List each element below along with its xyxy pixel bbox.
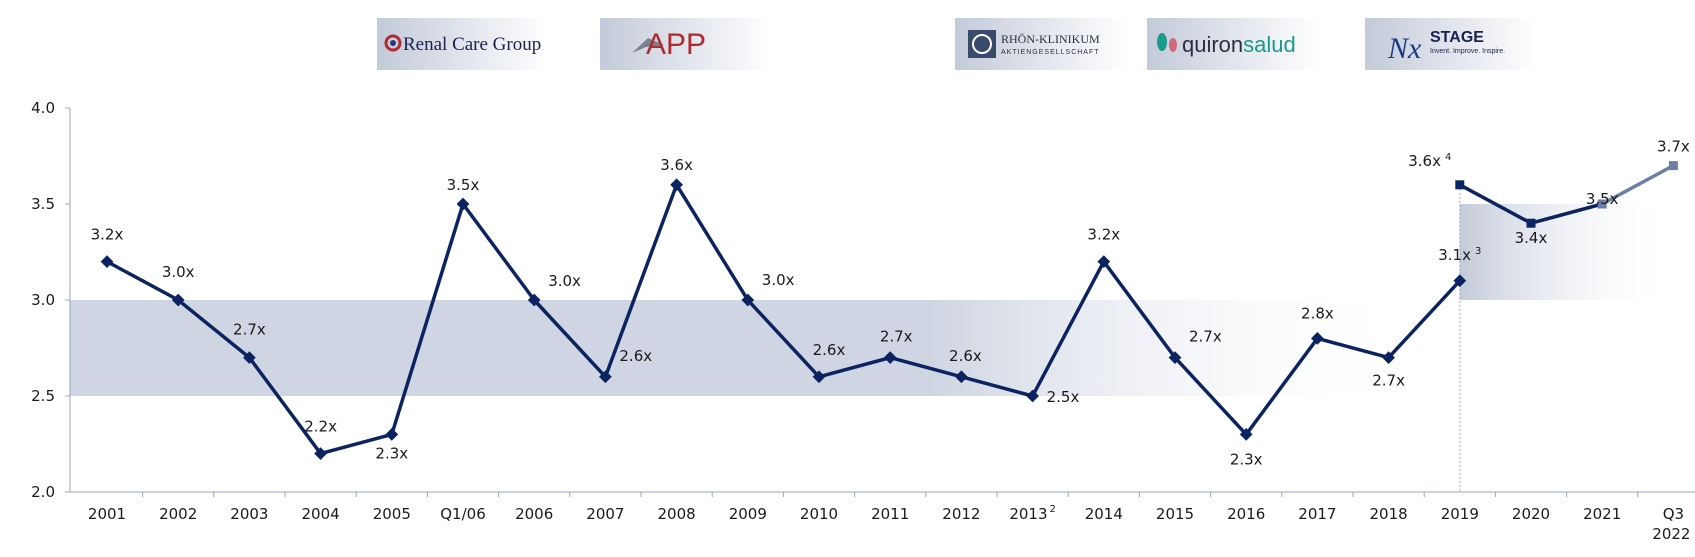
x-tick-label: 2010	[800, 505, 838, 523]
data-label: 2.7x	[1372, 372, 1405, 390]
data-label: 3.5x	[1586, 190, 1619, 208]
x-tick-label: 2013 2	[1009, 504, 1056, 523]
x-tick-label: 2021	[1583, 505, 1621, 523]
svg-text:Nx: Nx	[1387, 32, 1422, 65]
data-label: 2.6x	[813, 341, 846, 359]
data-label: 3.5x	[447, 176, 480, 194]
x-tick-label: 2006	[515, 505, 553, 523]
series-line-3	[1601, 164, 1675, 206]
data-label: 3.0x	[548, 272, 581, 290]
x-tick-label: 2003	[230, 505, 268, 523]
x-tick-label: 2012	[942, 505, 980, 523]
data-labels: 3.2x 3.0x 2.7x 2.2x 2.3x 3.5x 3.0x 2.6x 3.6x 3.0x…	[91, 138, 1690, 469]
data-label: 3.2x	[91, 226, 124, 244]
data-label: 2.7x	[233, 321, 266, 339]
data-label: 3.2x	[1087, 226, 1120, 244]
data-point	[171, 293, 185, 307]
x-tick-label: 2007	[586, 505, 624, 523]
x-tick-label: 2005	[373, 505, 411, 523]
data-label: 3.6x 4	[1408, 152, 1451, 170]
x-tick-label: 2001	[88, 505, 126, 523]
data-label: 2.5x	[1047, 388, 1080, 406]
renal-care-group-logo: Renal Care Group	[377, 18, 549, 70]
svg-text:AKTIENGESELLSCHAFT: AKTIENGESELLSCHAFT	[1001, 49, 1100, 56]
svg-text:quironsalud: quironsalud	[1182, 32, 1296, 57]
y-tick-label: 2.0	[31, 483, 55, 501]
data-point	[385, 428, 399, 441]
data-point	[1597, 199, 1607, 209]
data-point	[243, 351, 256, 364]
reference-band-3-0-3-5	[1459, 204, 1674, 300]
axes: 2.0 2.5 3.0 3.5 4.0 2001 2002 2003 2004 2005 Q1/06…	[31, 99, 1695, 543]
data-label: 2.3x	[375, 444, 408, 462]
data-label: 3.1x 3	[1438, 246, 1481, 264]
data-point	[314, 447, 327, 460]
svg-text:APP: APP	[646, 28, 706, 61]
x-tick-label: 2011	[871, 505, 909, 523]
app-logo: APP	[600, 18, 772, 70]
x-tick-label: 2015	[1156, 505, 1194, 523]
x-tick-label: Q1/06	[440, 505, 486, 523]
y-tick-label: 3.0	[31, 291, 55, 309]
x-tick-label: 2017	[1298, 505, 1336, 523]
x-tick-label: 2020	[1512, 505, 1550, 523]
y-tick-label: 4.0	[31, 99, 55, 117]
svg-text:Invent. Improve. Inspire.: Invent. Improve. Inspire.	[1430, 48, 1505, 55]
x-tick-label-line2: 2022	[1652, 525, 1690, 543]
x-tick-label: 2002	[159, 505, 197, 523]
data-label: 3.6x	[660, 156, 693, 174]
data-point	[456, 197, 470, 211]
svg-text:Renal Care Group: Renal Care Group	[403, 34, 541, 55]
x-tick-label: Q3	[1663, 505, 1684, 523]
svg-text:RHÖN-KLINIKUM: RHÖN-KLINIKUM	[1001, 32, 1100, 46]
x-tick-label: 2016	[1227, 505, 1265, 523]
data-label: 3.4x	[1515, 229, 1548, 247]
data-point	[1455, 180, 1465, 190]
data-label: 3.7x	[1657, 138, 1690, 156]
data-label: 3.0x	[162, 263, 195, 281]
data-label: 2.7x	[1189, 328, 1222, 346]
series-line-1	[106, 183, 1462, 456]
data-label: 2.7x	[880, 328, 913, 346]
y-tick-label: 3.5	[31, 195, 55, 213]
data-point	[1526, 218, 1536, 228]
data-label: 2.2x	[304, 418, 337, 436]
x-tick-label: 2018	[1370, 505, 1408, 523]
nxstage-logo: Nx STAGE Invent. Improve. Inspire.	[1365, 18, 1537, 70]
data-label: 2.6x	[619, 347, 652, 365]
svg-text:STAGE: STAGE	[1430, 29, 1484, 46]
data-label: 2.8x	[1301, 304, 1334, 322]
data-label: 3.0x	[762, 271, 795, 289]
data-label: 2.3x	[1230, 450, 1263, 468]
reference-bands	[70, 204, 1674, 396]
rhon-klinikum-logo: RHÖN-KLINIKUM AKTIENGESELLSCHAFT	[955, 18, 1127, 70]
quironsalud-logo: quironsalud	[1147, 18, 1319, 70]
x-tick-label: 2019	[1441, 505, 1479, 523]
data-point	[100, 255, 114, 268]
x-tick-label: 2014	[1085, 505, 1123, 523]
data-label: 2.6x	[949, 347, 982, 365]
y-tick-label: 2.5	[31, 387, 55, 405]
x-tick-label: 2008	[658, 505, 696, 523]
x-tick-label: 2004	[302, 505, 340, 523]
data-point	[1668, 161, 1678, 171]
x-tick-label: 2009	[729, 505, 767, 523]
reference-band-2-5-3-0	[70, 300, 1460, 396]
